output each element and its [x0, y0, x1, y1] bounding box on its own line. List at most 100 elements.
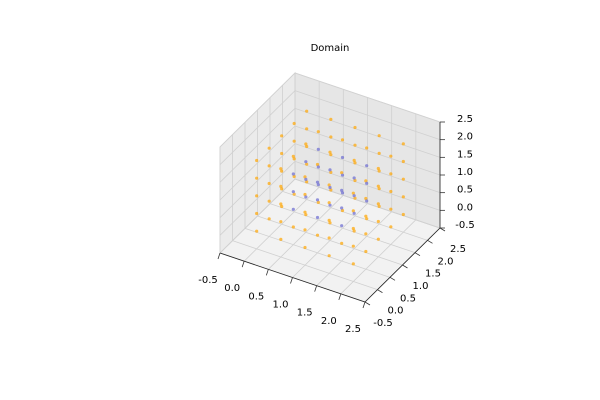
point	[315, 180, 320, 184]
point	[279, 202, 283, 206]
point	[279, 184, 283, 188]
point	[327, 254, 331, 258]
point	[401, 159, 405, 164]
point	[376, 202, 380, 206]
point	[351, 244, 355, 248]
point	[279, 220, 283, 224]
grid-line	[282, 190, 428, 241]
point	[305, 127, 309, 131]
tick-mark	[338, 293, 342, 300]
grid-line	[294, 178, 441, 229]
point	[377, 187, 381, 191]
point	[255, 229, 259, 233]
point	[327, 218, 331, 222]
y-tick-label: 0.0	[388, 306, 404, 317]
point	[303, 192, 307, 197]
point	[304, 213, 308, 217]
point	[377, 134, 381, 138]
point	[353, 125, 357, 130]
grid-line	[294, 90, 441, 141]
grid-line	[294, 143, 441, 194]
grid-line	[294, 160, 441, 211]
grid-line	[257, 215, 403, 266]
y-tick-label: 1.0	[413, 281, 429, 292]
point	[351, 191, 355, 195]
point	[376, 184, 380, 188]
point	[267, 181, 271, 186]
z-tick-label: 2.5	[457, 114, 473, 125]
grid-line	[232, 240, 378, 291]
x-tick-label: 2.5	[345, 324, 361, 335]
point	[280, 151, 284, 156]
point	[364, 232, 368, 236]
point	[316, 130, 320, 134]
point	[304, 160, 308, 164]
z-tick-label: 0.0	[457, 202, 473, 213]
y-tick-label: 0.5	[400, 293, 416, 304]
z-tick-label: -0.5	[455, 220, 475, 231]
point	[389, 207, 393, 211]
point	[352, 211, 356, 215]
point	[267, 199, 271, 203]
point	[353, 161, 357, 165]
point	[328, 203, 332, 207]
point	[353, 178, 357, 183]
x-axis-line	[219, 252, 366, 303]
point	[292, 121, 296, 126]
point	[377, 169, 381, 173]
x-tick-label: 0.5	[248, 291, 264, 302]
x-tick-label: -0.5	[198, 275, 218, 286]
point	[292, 157, 296, 161]
point	[329, 135, 333, 139]
point	[305, 109, 309, 113]
point	[303, 228, 307, 232]
tick-mark	[427, 239, 433, 244]
point	[315, 215, 320, 220]
point	[255, 158, 259, 163]
point	[304, 195, 308, 199]
point	[328, 150, 332, 154]
point	[255, 211, 259, 216]
point	[340, 208, 345, 213]
point	[364, 179, 368, 183]
grid-line	[219, 143, 296, 218]
point	[279, 167, 283, 171]
point	[352, 158, 356, 162]
tick-mark	[439, 227, 446, 232]
x-tick-label: 2.0	[321, 316, 337, 327]
point	[377, 151, 381, 155]
point	[267, 164, 271, 168]
point	[267, 217, 271, 221]
point	[365, 217, 369, 221]
tick-mark	[362, 301, 366, 309]
point	[315, 198, 320, 202]
grid-line	[219, 161, 296, 236]
point	[292, 192, 296, 196]
point	[351, 209, 355, 213]
grid-line	[219, 108, 296, 183]
point	[389, 189, 393, 194]
z-tick-label: 0.5	[457, 185, 473, 196]
point	[327, 201, 331, 205]
grid-line	[219, 125, 296, 201]
point	[353, 143, 357, 147]
y-tick-label: 1.5	[425, 269, 441, 280]
point	[389, 172, 393, 176]
point	[304, 142, 308, 146]
point	[291, 154, 295, 158]
tick-mark	[389, 276, 396, 281]
point	[364, 249, 368, 254]
tick-mark	[217, 252, 221, 260]
point	[401, 212, 405, 217]
point	[305, 180, 309, 184]
point	[328, 168, 332, 172]
point	[303, 245, 307, 250]
point	[328, 185, 332, 190]
point	[352, 229, 356, 233]
point	[389, 154, 393, 158]
point	[340, 206, 344, 210]
point	[280, 204, 284, 209]
point	[291, 207, 295, 211]
x-tick-label: 0.0	[224, 283, 240, 294]
y-tick-label: -0.5	[373, 318, 393, 329]
